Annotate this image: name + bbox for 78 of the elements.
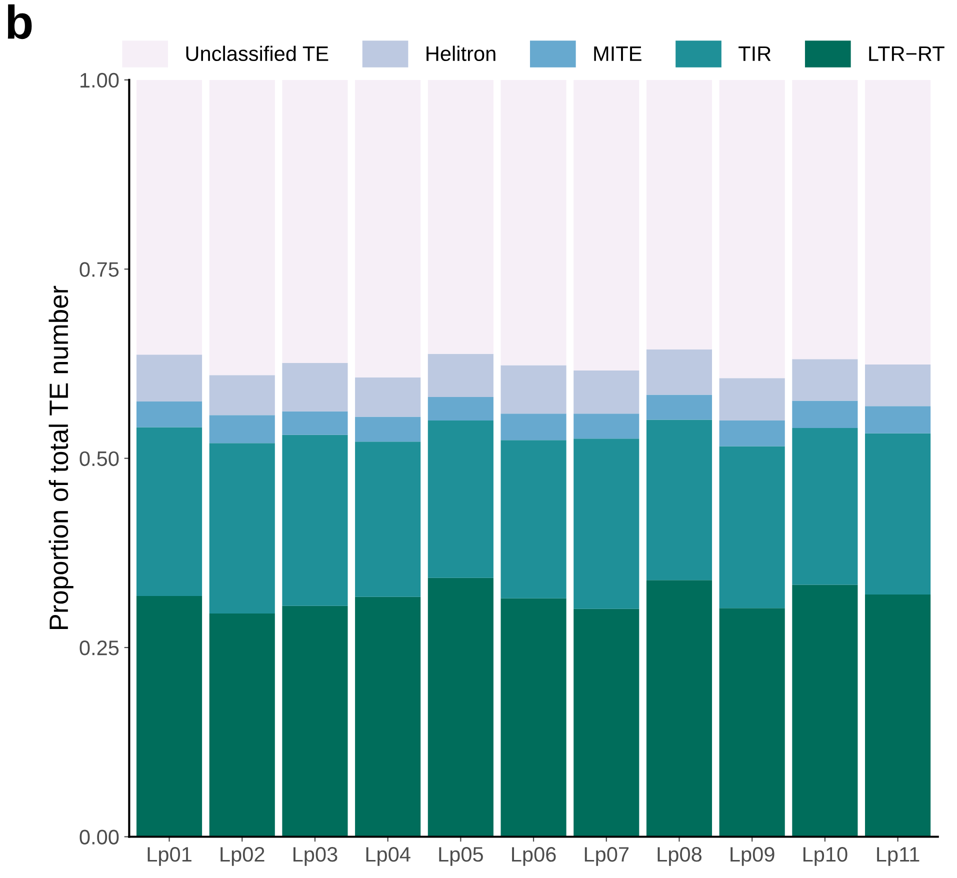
bar bbox=[792, 400, 858, 428]
bar bbox=[136, 596, 202, 837]
bar bbox=[136, 80, 202, 355]
legend-label: TIR bbox=[738, 46, 771, 61]
bar bbox=[500, 365, 566, 414]
bar bbox=[865, 80, 931, 364]
bar bbox=[646, 420, 712, 580]
y-tick-label: 0.50 bbox=[80, 451, 119, 466]
bar bbox=[646, 80, 712, 350]
bar bbox=[355, 442, 421, 597]
bar bbox=[355, 377, 421, 417]
bar bbox=[719, 446, 785, 608]
y-tick-label: 0.75 bbox=[80, 262, 119, 277]
bar bbox=[136, 427, 202, 596]
bar bbox=[428, 80, 494, 354]
bar bbox=[355, 416, 421, 442]
x-tick-label: Lp02 bbox=[220, 847, 264, 866]
bar bbox=[646, 580, 712, 837]
bar bbox=[646, 394, 712, 420]
bar bbox=[865, 594, 931, 837]
x-tick-label: Lp05 bbox=[439, 847, 483, 866]
bar bbox=[209, 415, 275, 444]
bar bbox=[500, 414, 566, 440]
bar bbox=[792, 584, 858, 837]
bar bbox=[500, 440, 566, 598]
bar bbox=[792, 359, 858, 401]
bar bbox=[209, 375, 275, 416]
text: b bbox=[8, 4, 32, 40]
bar bbox=[865, 406, 931, 434]
bar bbox=[282, 606, 348, 837]
x-tick-label: Lp08 bbox=[658, 847, 702, 866]
x-tick-label: Lp03 bbox=[294, 847, 338, 866]
bar bbox=[719, 420, 785, 446]
bar bbox=[136, 354, 202, 402]
bar bbox=[282, 411, 348, 435]
bar bbox=[282, 80, 348, 363]
bar bbox=[136, 402, 202, 428]
bar bbox=[209, 443, 275, 614]
bar bbox=[428, 354, 494, 398]
bar bbox=[646, 349, 712, 395]
bar bbox=[792, 428, 858, 585]
bar bbox=[355, 596, 421, 837]
bar bbox=[865, 364, 931, 406]
bar bbox=[574, 414, 640, 439]
bar bbox=[719, 80, 785, 378]
bar bbox=[500, 598, 566, 837]
legend-label: Helitron bbox=[426, 46, 496, 62]
bar bbox=[574, 370, 640, 414]
bar bbox=[282, 362, 348, 412]
bar bbox=[209, 80, 275, 376]
legend-label: MITE bbox=[594, 46, 642, 61]
x-tick-label: Lp10 bbox=[803, 847, 848, 866]
legend-label: Unclassified TE bbox=[186, 46, 328, 62]
x-tick-label: Lp09 bbox=[730, 847, 774, 866]
bar bbox=[428, 578, 494, 837]
bar bbox=[355, 80, 421, 378]
bar bbox=[719, 378, 785, 420]
bar bbox=[865, 433, 931, 595]
x-tick-label: Lp11 bbox=[877, 847, 920, 866]
legend-label: LTR−RT bbox=[869, 46, 944, 61]
x-tick-label: Lp06 bbox=[512, 847, 556, 866]
bar bbox=[574, 80, 640, 371]
bar bbox=[428, 420, 494, 578]
y-tick-label: 0.25 bbox=[80, 640, 119, 656]
bar bbox=[719, 608, 785, 837]
bar bbox=[428, 397, 494, 420]
bar bbox=[282, 434, 348, 606]
x-tick-label: Lp01 bbox=[148, 847, 192, 866]
x-tick-label: Lp04 bbox=[366, 847, 410, 866]
bar bbox=[574, 608, 640, 837]
bar bbox=[792, 80, 858, 360]
y-axis-title: Proportion of total TE number bbox=[48, 286, 74, 629]
y-tick-label: 0.00 bbox=[80, 830, 119, 844]
bar bbox=[500, 80, 566, 366]
bar bbox=[574, 438, 640, 609]
x-tick-label: Lp07 bbox=[584, 847, 629, 866]
y-tick-label: 1.00 bbox=[80, 72, 119, 88]
bar bbox=[209, 613, 275, 837]
